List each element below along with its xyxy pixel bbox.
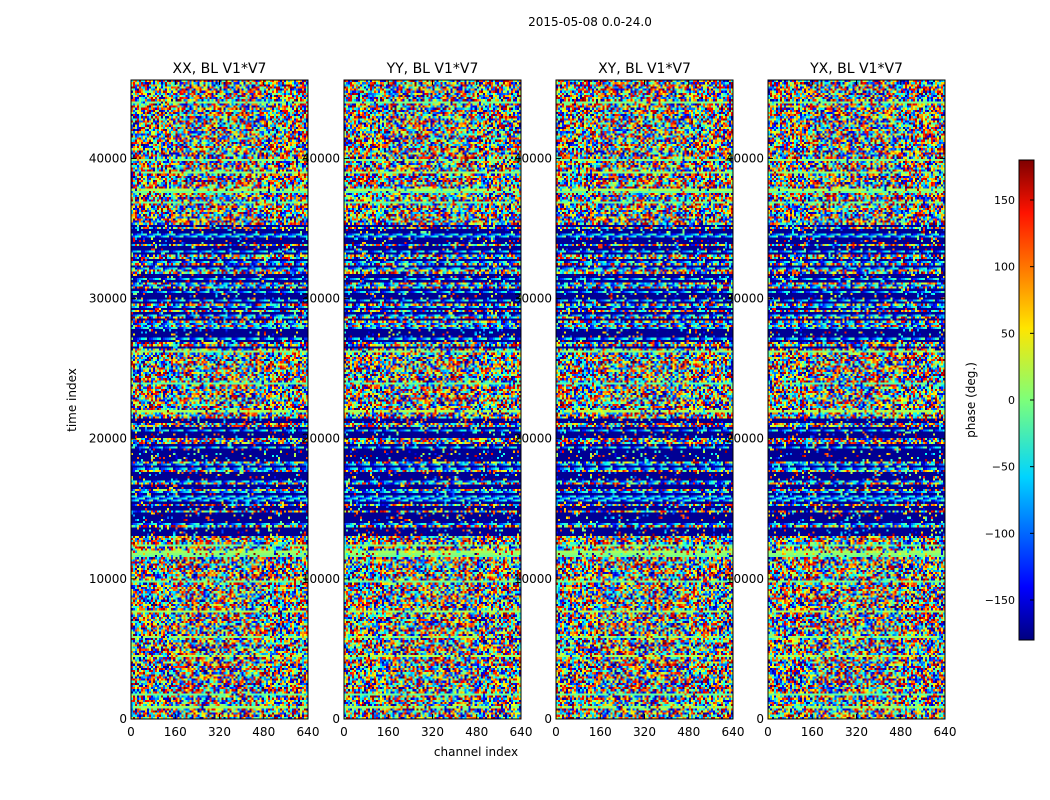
heatmap-image-xy xyxy=(556,80,733,719)
colorbar-tick-label: −100 xyxy=(985,527,1015,540)
colorbar-tick-label: 100 xyxy=(994,261,1015,274)
y-tick-label: 40000 xyxy=(514,151,552,165)
x-tick-label: 480 xyxy=(465,725,488,739)
panel-yx: YX, BL V1*V7 0 160 320 480 640 0 10000 20000 3000… xyxy=(726,61,957,739)
x-tick-label: 480 xyxy=(677,725,700,739)
x-tick-label: 160 xyxy=(377,725,400,739)
y-tick-label: 10000 xyxy=(89,572,127,586)
x-tick-label: 320 xyxy=(421,725,444,739)
heatmap-image-yx xyxy=(768,80,945,719)
y-tick-label: 40000 xyxy=(726,151,764,165)
x-tick-label: 160 xyxy=(801,725,824,739)
colorbar-ticks: −150 −100 −50 0 50 100 150 xyxy=(985,194,1034,607)
panel-title: XX, BL V1*V7 xyxy=(173,61,267,77)
x-tick-label: 0 xyxy=(552,725,560,739)
colorbar-tick-label: 0 xyxy=(1008,394,1015,407)
panel-title: YX, BL V1*V7 xyxy=(809,61,903,77)
y-tick-label: 20000 xyxy=(514,432,552,446)
y-tick-label: 10000 xyxy=(514,572,552,586)
x-tick-label: 480 xyxy=(889,725,912,739)
x-tick-label: 320 xyxy=(633,725,656,739)
panel-title: XY, BL V1*V7 xyxy=(598,61,691,77)
colorbar-tick-label: −150 xyxy=(985,594,1015,607)
y-tick-label: 30000 xyxy=(302,292,340,306)
y-tick-label: 20000 xyxy=(89,432,127,446)
x-tick-label: 640 xyxy=(722,725,745,739)
x-axis-label: channel index xyxy=(434,745,518,759)
x-tick-label: 160 xyxy=(164,725,187,739)
y-tick-label: 30000 xyxy=(514,292,552,306)
colorbar-tick-label: 50 xyxy=(1001,327,1015,340)
colorbar: −150 −100 −50 0 50 100 150 phase (deg.) xyxy=(964,159,1035,641)
y-tick-label: 30000 xyxy=(726,292,764,306)
x-tick-label: 640 xyxy=(934,725,957,739)
colorbar-label: phase (deg.) xyxy=(964,362,978,438)
x-tick-label: 320 xyxy=(208,725,231,739)
heatmap-image-yy xyxy=(344,80,521,719)
panels-group: XX, BL V1*V7 0 160 320 480 640 0 10000 20000 3000… xyxy=(89,61,957,739)
panel-xx: XX, BL V1*V7 0 160 320 480 640 0 10000 20000 3000… xyxy=(89,61,320,739)
heatmap-image-xx xyxy=(131,80,308,719)
x-tick-label: 0 xyxy=(340,725,348,739)
x-tick-label: 320 xyxy=(845,725,868,739)
panel-yy: YY, BL V1*V7 0 160 320 480 640 0 10000 20000 3000… xyxy=(302,61,533,739)
y-tick-label: 10000 xyxy=(726,572,764,586)
y-tick-label: 0 xyxy=(544,712,552,726)
x-tick-label: 480 xyxy=(252,725,275,739)
panel-xy: XY, BL V1*V7 0 160 320 480 640 0 10000 20000 3000… xyxy=(514,61,745,739)
figure-suptitle: 2015-05-08 0.0-24.0 xyxy=(528,15,652,29)
panel-title: YY, BL V1*V7 xyxy=(386,61,479,77)
y-tick-label: 0 xyxy=(119,712,127,726)
y-tick-label: 20000 xyxy=(302,432,340,446)
y-axis-label: time index xyxy=(65,368,79,432)
y-tick-label: 30000 xyxy=(89,292,127,306)
x-tick-label: 0 xyxy=(764,725,772,739)
y-tick-label: 0 xyxy=(756,712,764,726)
y-tick-label: 40000 xyxy=(302,151,340,165)
x-tick-label: 0 xyxy=(127,725,135,739)
colorbar-tick-label: 150 xyxy=(994,194,1015,207)
y-tick-label: 10000 xyxy=(302,572,340,586)
y-tick-label: 0 xyxy=(332,712,340,726)
x-tick-label: 640 xyxy=(510,725,533,739)
x-tick-label: 160 xyxy=(589,725,612,739)
y-tick-label: 20000 xyxy=(726,432,764,446)
y-tick-label: 40000 xyxy=(89,151,127,165)
x-tick-label: 640 xyxy=(297,725,320,739)
colorbar-tick-label: −50 xyxy=(992,461,1015,474)
